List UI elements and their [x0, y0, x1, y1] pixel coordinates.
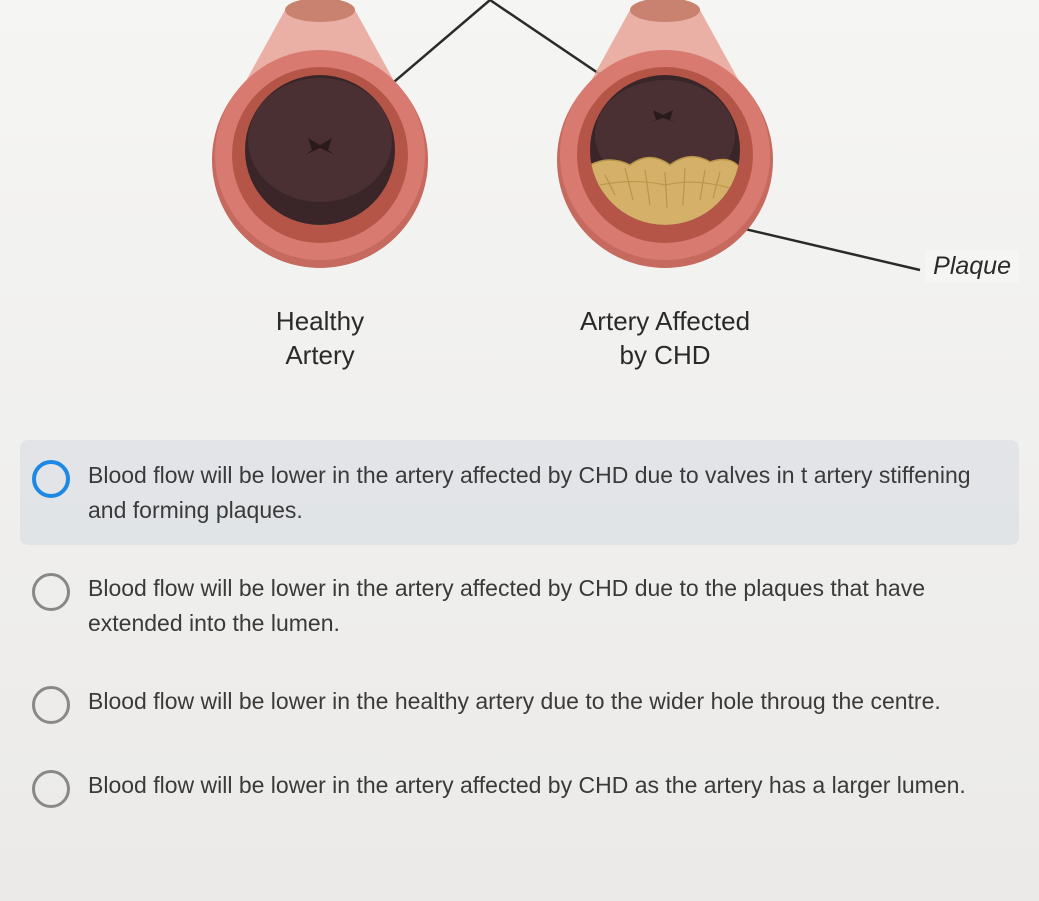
chd-artery-svg: [555, 0, 775, 290]
option-4[interactable]: Blood flow will be lower in the artery a…: [20, 750, 1019, 826]
chd-artery-label: Artery Affectedby CHD: [555, 305, 775, 373]
option-text: Blood flow will be lower in the artery a…: [88, 768, 966, 803]
radio-icon: [32, 573, 70, 611]
answer-options: Blood flow will be lower in the artery a…: [0, 410, 1039, 826]
artery-diagram: HealthyArtery: [0, 0, 1039, 410]
radio-icon: [32, 770, 70, 808]
radio-icon: [32, 686, 70, 724]
healthy-artery-label: HealthyArtery: [210, 305, 430, 373]
plaque-label: Plaque: [925, 250, 1019, 283]
option-text: Blood flow will be lower in the healthy …: [88, 684, 941, 719]
healthy-artery: HealthyArtery: [210, 0, 430, 373]
annotation-lines: [0, 0, 1039, 410]
healthy-artery-svg: [210, 0, 430, 290]
chd-artery: Artery Affectedby CHD: [555, 0, 775, 373]
option-text: Blood flow will be lower in the artery a…: [88, 571, 1007, 640]
option-text: Blood flow will be lower in the artery a…: [88, 458, 1007, 527]
radio-icon: [32, 460, 70, 498]
option-2[interactable]: Blood flow will be lower in the artery a…: [20, 553, 1019, 658]
option-3[interactable]: Blood flow will be lower in the healthy …: [20, 666, 1019, 742]
option-1[interactable]: Blood flow will be lower in the artery a…: [20, 440, 1019, 545]
